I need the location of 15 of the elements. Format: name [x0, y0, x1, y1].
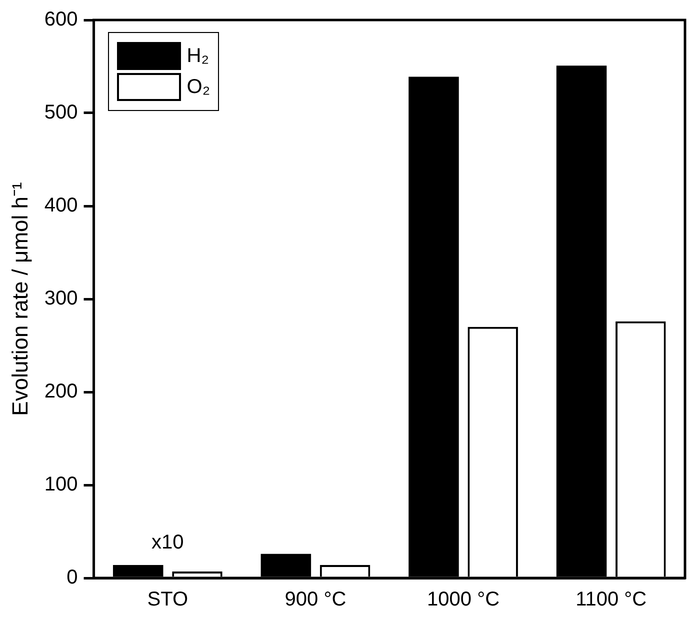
x-tick-label: STO [147, 588, 188, 611]
y-tick-label: 600 [44, 8, 78, 31]
annotation: x10 [152, 531, 184, 554]
y-tick-label: 100 [44, 474, 78, 496]
x-tick-label: 1000 °C [427, 588, 500, 611]
y-tick-label: 300 [44, 288, 78, 310]
y-tick-label: 400 [44, 194, 78, 217]
y-tick-label: 0 [66, 566, 78, 589]
y-tick-label: 200 [44, 380, 78, 403]
x-tick-label: 900 °C [284, 588, 346, 611]
legend-label: H₂ [186, 44, 209, 68]
legend-label: O₂ [186, 76, 210, 98]
x-tick-label: 1100 °C [576, 588, 647, 611]
y-tick-label: 500 [44, 102, 78, 124]
y-axis-title: Evolution rate / μmol h⁻¹ [7, 182, 32, 416]
